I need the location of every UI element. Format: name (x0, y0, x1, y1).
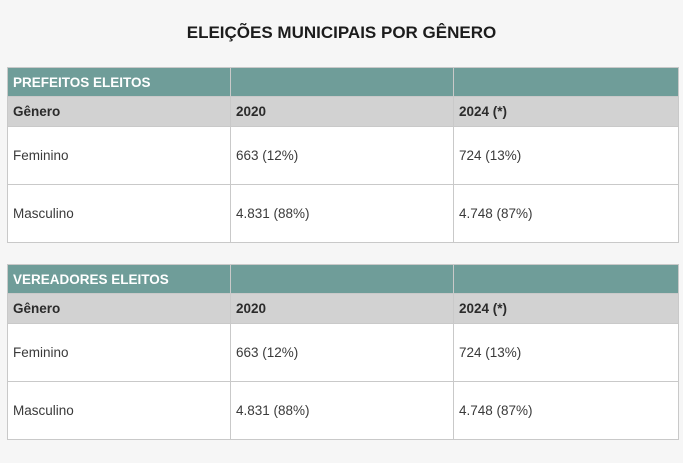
col-header-2024: 2024 (*) (453, 96, 679, 127)
table-caption: VEREADORES ELEITOS (7, 264, 231, 294)
row-label-cell: Feminino (7, 323, 231, 382)
col-header-2020: 2020 (230, 96, 454, 127)
table-header-row: Gênero 2020 2024 (*) (7, 96, 679, 127)
row-label-cell: Masculino (7, 184, 231, 243)
col-header-genero: Gênero (7, 293, 231, 324)
col-header-2024: 2024 (*) (453, 293, 679, 324)
value-cell-2020: 663 (12%) (230, 126, 454, 185)
value-cell-2024: 724 (13%) (453, 126, 679, 185)
table-row-masculino: Masculino 4.831 (88%) 4.748 (87%) (7, 184, 679, 243)
vereadores-eleitos-table: VEREADORES ELEITOS Gênero 2020 2024 (*) … (7, 264, 679, 440)
row-label-cell: Feminino (7, 126, 231, 185)
col-header-genero: Gênero (7, 96, 231, 127)
table-caption-spacer-cell (453, 67, 679, 97)
col-header-2020: 2020 (230, 293, 454, 324)
row-label-cell: Masculino (7, 381, 231, 440)
table-row-feminino: Feminino 663 (12%) 724 (13%) (7, 323, 679, 382)
table-row-masculino: Masculino 4.831 (88%) 4.748 (87%) (7, 381, 679, 440)
table-caption-spacer-cell (230, 264, 454, 294)
table-caption-spacer-cell (230, 67, 454, 97)
table-caption-spacer-cell (453, 264, 679, 294)
value-cell-2024: 4.748 (87%) (453, 184, 679, 243)
value-cell-2024: 724 (13%) (453, 323, 679, 382)
prefeitos-eleitos-table: PREFEITOS ELEITOS Gênero 2020 2024 (*) F… (7, 67, 679, 243)
value-cell-2020: 663 (12%) (230, 323, 454, 382)
table-caption-row: VEREADORES ELEITOS (7, 264, 679, 294)
table-row-feminino: Feminino 663 (12%) 724 (13%) (7, 126, 679, 185)
table-caption-row: PREFEITOS ELEITOS (7, 67, 679, 97)
table-header-row: Gênero 2020 2024 (*) (7, 293, 679, 324)
value-cell-2020: 4.831 (88%) (230, 381, 454, 440)
value-cell-2020: 4.831 (88%) (230, 184, 454, 243)
table-caption: PREFEITOS ELEITOS (7, 67, 231, 97)
page-title: ELEIÇÕES MUNICIPAIS POR GÊNERO (186, 23, 497, 42)
value-cell-2024: 4.748 (87%) (453, 381, 679, 440)
